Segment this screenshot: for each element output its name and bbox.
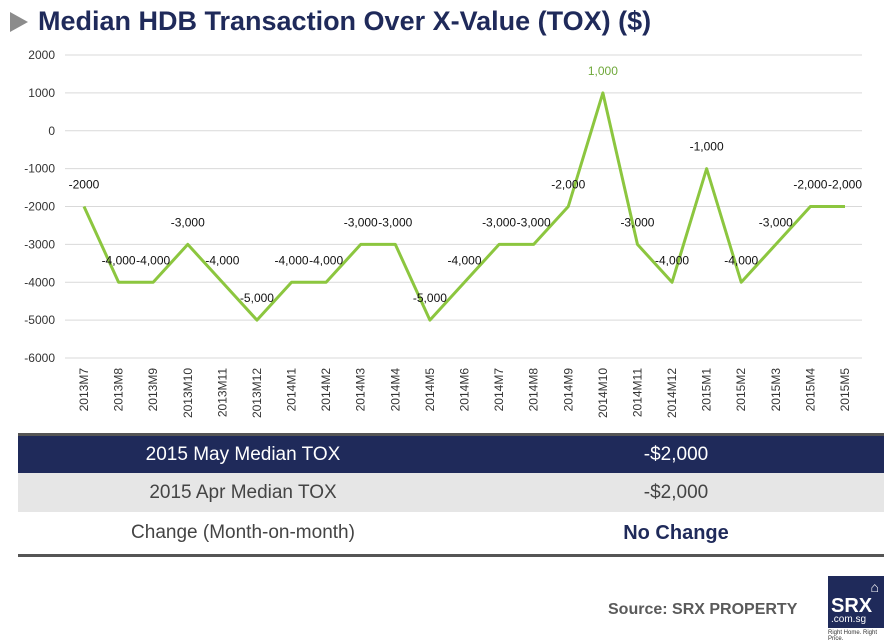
table-row: 2015 Apr Median TOX -$2,000 <box>18 473 884 512</box>
data-label: -3,000 <box>620 215 654 229</box>
data-label: -3,000 <box>171 215 205 229</box>
x-tick-label: 2013M11 <box>215 368 229 417</box>
data-label: -3,000 <box>517 215 551 229</box>
logo-domain: .com.sg <box>831 614 867 625</box>
x-tick-label: 2014M6 <box>458 368 472 412</box>
table-row: Change (Month-on-month) No Change <box>18 512 884 554</box>
srx-logo: ⌂ SRX .com.sg <box>828 576 884 628</box>
data-label: -4,000 <box>447 253 481 267</box>
data-label: -2,000 <box>828 178 862 192</box>
x-tick-label: 2014M8 <box>527 368 541 412</box>
x-tick-label: 2013M9 <box>146 368 160 412</box>
data-label: -4,000 <box>724 253 758 267</box>
data-label: -2000 <box>69 178 100 192</box>
data-label: -3,000 <box>759 215 793 229</box>
y-tick-label: -1000 <box>24 162 55 176</box>
x-tick-label: 2015M2 <box>734 368 748 412</box>
data-label: -4,000 <box>655 253 689 267</box>
x-tick-label: 2015M1 <box>700 368 714 412</box>
y-tick-label: -6000 <box>24 351 55 365</box>
x-tick-label: 2013M12 <box>250 368 264 418</box>
data-label: -4,000 <box>136 253 170 267</box>
x-tick-label: 2014M4 <box>388 368 402 412</box>
logo-tagline: Right Home. Right Price. <box>828 630 878 642</box>
data-label: -4,000 <box>102 253 136 267</box>
data-label: 1,000 <box>588 64 618 78</box>
source-text: Source: SRX PROPERTY <box>608 601 798 618</box>
x-tick-label: 2013M8 <box>112 368 126 412</box>
x-tick-label: 2015M5 <box>838 368 852 412</box>
data-label: -4,000 <box>309 253 343 267</box>
title-text: Median HDB Transaction Over X-Value (TOX… <box>38 6 652 36</box>
y-tick-label: 2000 <box>28 48 55 62</box>
data-label: -3,000 <box>378 215 412 229</box>
x-tick-label: 2014M12 <box>665 368 679 418</box>
logo-name: SRX <box>831 595 873 617</box>
x-tick-label: 2014M11 <box>630 368 644 417</box>
x-tick-label: 2014M10 <box>596 368 610 418</box>
summary-table: 2015 May Median TOX -$2,000 2015 Apr Med… <box>18 433 884 557</box>
triangle-bullet-icon <box>10 11 28 32</box>
data-label: -2,000 <box>551 178 585 192</box>
x-tick-label: 2015M4 <box>803 368 817 412</box>
x-tick-label: 2013M7 <box>77 368 91 412</box>
y-tick-label: -2000 <box>24 200 55 214</box>
x-tick-label: 2014M7 <box>492 368 506 412</box>
row-label: 2015 May Median TOX <box>145 443 341 465</box>
data-label: -3,000 <box>344 215 378 229</box>
data-label: -1,000 <box>690 140 724 154</box>
x-tick-label: 2015M3 <box>769 368 783 412</box>
data-label: -2,000 <box>793 178 827 192</box>
data-label: -4,000 <box>275 253 309 267</box>
y-tick-label: -5000 <box>24 313 55 327</box>
y-tick-label: 0 <box>48 124 55 138</box>
x-tick-label: 2014M2 <box>319 368 333 412</box>
row-value: -$2,000 <box>643 443 709 465</box>
series-line <box>82 91 845 322</box>
data-label: -5,000 <box>240 291 274 305</box>
y-tick-label: -3000 <box>24 237 55 251</box>
line-chart: 2000 1000 0 -1000 -2000 -3000 -4000 -5000 -6000 2… <box>24 48 862 418</box>
x-tick-label: 2014M5 <box>423 368 437 412</box>
row-label: 2015 Apr Median TOX <box>149 481 337 503</box>
x-tick-label: 2014M3 <box>354 368 368 412</box>
data-label: -3,000 <box>482 215 516 229</box>
data-label: -4,000 <box>205 253 239 267</box>
row-value: -$2,000 <box>643 481 709 503</box>
x-tick-label: 2013M10 <box>181 368 195 418</box>
table-row: 2015 May Median TOX -$2,000 <box>18 436 884 473</box>
y-tick-label: -4000 <box>24 275 55 289</box>
house-icon: ⌂ <box>870 579 879 595</box>
data-label: -5,000 <box>413 291 447 305</box>
y-tick-label: 1000 <box>28 86 55 100</box>
x-tick-label: 2014M1 <box>285 368 299 412</box>
chart-title: Median HDB Transaction Over X-Value (TOX… <box>10 6 651 37</box>
row-value: No Change <box>623 521 729 544</box>
row-label: Change (Month-on-month) <box>131 522 355 543</box>
x-tick-label: 2014M9 <box>561 368 575 412</box>
